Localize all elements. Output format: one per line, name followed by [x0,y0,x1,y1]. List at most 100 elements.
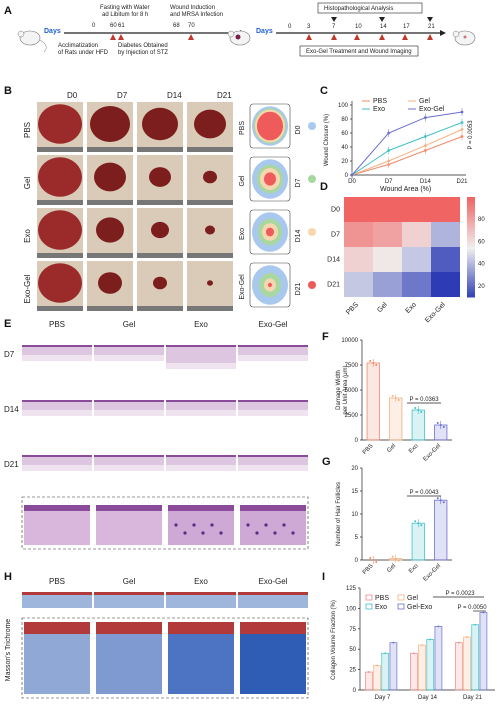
zoom-epidermis [96,505,162,511]
photo-group-label: Exo [23,229,32,243]
bar-category-label: Gel [386,563,397,574]
wound-area [151,221,169,239]
bar [389,397,403,441]
wound-area [96,217,124,243]
h-group-header: Exo-Gel [259,577,288,586]
hair-follicle [210,523,214,527]
panel-label-e: E [4,318,11,330]
i-bar [479,612,488,691]
bar-category-label: PBS [362,563,375,576]
bar-dot [439,499,442,502]
bar-category-label: Exo [408,563,420,575]
i-bar [373,665,381,691]
c-point [460,121,464,124]
bar [411,522,425,561]
epidermis [22,345,92,347]
heat-col-label: Gel [376,301,389,314]
i-bar [426,639,435,691]
heat-cell [431,247,460,272]
bar-dot [436,497,439,500]
marker-61 [118,34,124,40]
ruler [137,253,183,258]
heat-cell [373,272,402,297]
epidermis [238,345,308,347]
i-category-label: Day 14 [418,695,438,701]
bar-dot [372,559,375,561]
i-legend-label: Gel-Exo [407,604,432,611]
histology-box [317,2,423,14]
dermis [22,410,92,416]
i-legend-swatch [365,594,373,601]
zoom-tissue [240,505,306,545]
ruler [87,147,133,152]
heat-row-label: D21 [327,282,340,289]
masson-section [238,592,308,608]
hair-follicle [201,531,205,535]
wound-area [38,157,82,197]
hair-follicle-chart: 0 5 10 15 20 PBS Gel Exo Exo-Gel Number of Hair F… [336,466,452,583]
bar-dot [391,395,394,397]
wound-area [98,272,122,294]
bar-dot [442,501,445,504]
tissue-section [94,455,164,465]
ruler [87,200,133,205]
i-bar-dot [392,641,395,644]
c-series-line [351,111,463,176]
i-bar-dot [466,636,468,638]
bar-ylabel: per Unit Area (μm) [343,365,349,414]
rat-icon-left [17,30,47,53]
i-bar-dot [421,644,423,647]
masson-panel: PBS Gel Exo Exo-Gel Masson's Trichrome [5,577,309,699]
heat-scale-step [467,287,475,290]
c-ylabel: Wound Closure (%) [324,114,330,166]
panel-label-g: G [322,456,331,468]
marker-70 [188,34,194,40]
dermis [238,355,308,361]
wound-area [38,263,82,303]
c-legend-label: PBS [373,98,387,105]
zoom-epidermis [168,505,234,511]
panel-label-f: F [322,331,329,343]
masson-zoom-epidermis [168,622,234,634]
heat-cell [402,247,431,272]
heat-scale-label: 20 [478,284,485,290]
heat-scale-step [467,247,475,250]
hair-follicle [255,531,259,535]
heat-scale-step [467,224,475,228]
treatment-box [299,45,419,57]
c-point [350,173,354,177]
photo-group-label: PBS [23,122,32,138]
bar-dot [391,555,394,558]
heat-scale-step [467,234,475,238]
t2-tick-label: 21 [428,24,435,30]
heat-scale-label: 60 [478,239,485,245]
epidermis [238,455,308,457]
i-legend-swatch [397,603,405,610]
c-pvalue: P = 0.0053 [468,120,474,150]
heat-scale-step [467,267,475,270]
schematic-day-label: D7 [295,178,302,187]
bar [411,409,425,441]
schematic-group-label: Exo [239,228,246,240]
masson-epidermis [22,592,92,595]
hair-follicle [291,531,295,535]
masson-zoom-epidermis [24,622,90,634]
c-series-line [351,129,463,176]
t1-note-8: by Injection of STZ [118,50,168,56]
hair-follicle [183,531,187,535]
c-series-line [351,122,463,176]
i-legend-label: PBS [375,595,389,602]
t2-tick-label: 17 [403,24,410,30]
t1-note-3: Wound Induction [170,5,215,11]
ruler [187,147,233,152]
wound-area [194,109,226,139]
schematic-legend-dot [308,281,316,289]
tissue-section [94,345,164,355]
c-point [387,131,391,135]
ruler [187,306,233,311]
sig-pvalue: P = 0.0043 [409,490,439,496]
schematic-legend-dot [308,228,316,236]
heat-cell [373,197,402,222]
bar-y-tick-label: 10000 [341,338,358,344]
tissue-section [94,400,164,410]
